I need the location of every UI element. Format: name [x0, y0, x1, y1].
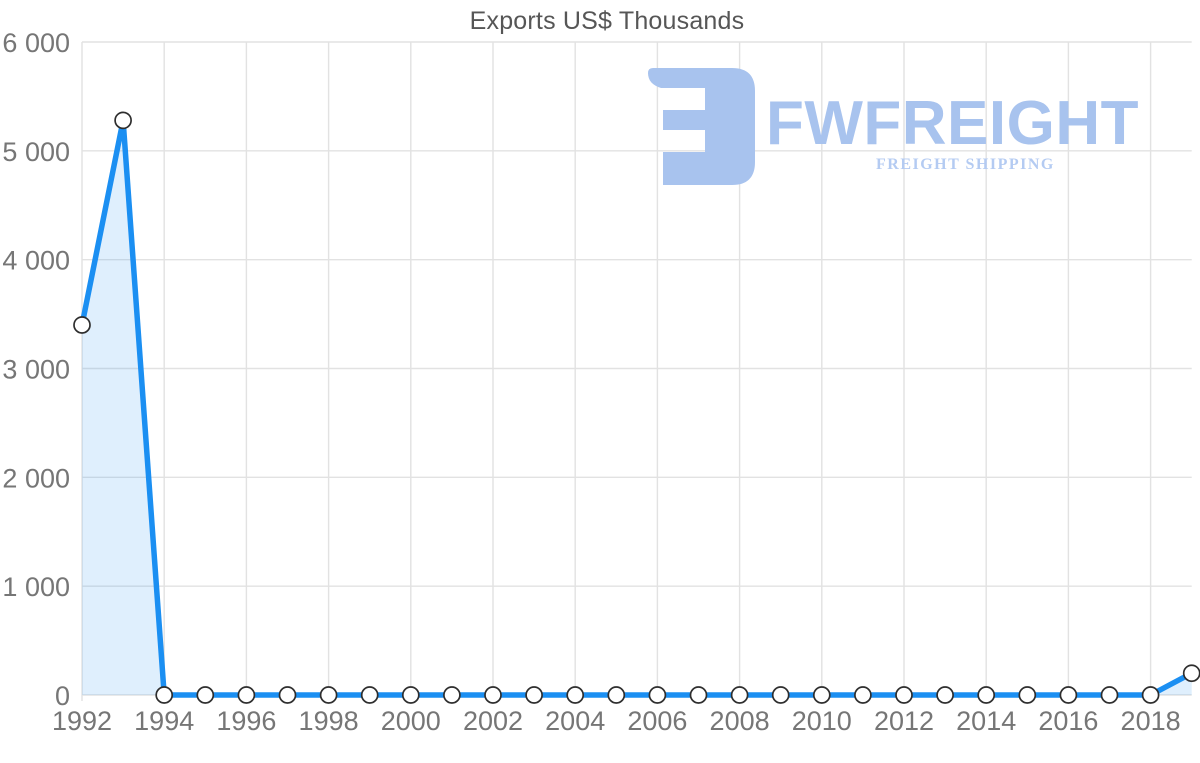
x-tick-label: 1996 [216, 706, 276, 736]
x-tick-label: 2004 [545, 706, 605, 736]
x-tick-label: 2006 [627, 706, 687, 736]
data-point-2003[interactable] [525, 686, 543, 704]
y-tick-label: 5 000 [2, 137, 70, 167]
x-tick-label: 1994 [134, 706, 194, 736]
data-point-2013[interactable] [936, 686, 954, 704]
data-point-2007[interactable] [689, 686, 708, 704]
data-point-1994[interactable] [155, 686, 174, 704]
data-point-2006[interactable] [648, 686, 667, 704]
x-tick-label: 1992 [52, 706, 112, 736]
data-point-2010[interactable] [812, 686, 831, 704]
data-point-1992[interactable] [73, 316, 91, 334]
y-tick-label: 3 000 [2, 355, 70, 385]
x-tick-label: 1998 [299, 706, 359, 736]
data-point-2019[interactable] [1182, 664, 1200, 683]
x-tick-label: 2002 [463, 706, 523, 736]
data-point-2015[interactable] [1018, 686, 1037, 704]
data-point-2005[interactable] [607, 686, 626, 704]
data-point-2016[interactable] [1059, 686, 1078, 704]
data-point-2004[interactable] [566, 686, 585, 704]
y-tick-label: 4 000 [2, 246, 70, 276]
data-point-1996[interactable] [237, 686, 256, 704]
data-point-2012[interactable] [895, 686, 913, 704]
y-tick-label: 0 [55, 681, 70, 711]
data-point-2001[interactable] [443, 686, 461, 704]
data-point-1999[interactable] [360, 686, 379, 704]
chart-title: Exports US$ Thousands [469, 7, 745, 35]
x-tick-label: 2000 [381, 706, 441, 736]
series-line [79, 117, 1195, 698]
x-tick-label: 2014 [956, 706, 1016, 736]
data-point-1995[interactable] [196, 686, 215, 704]
y-tick-label: 2 000 [2, 463, 70, 493]
y-tick-label: 6 000 [2, 28, 70, 58]
data-point-2002[interactable] [484, 686, 502, 704]
x-tick-label: 2008 [710, 706, 770, 736]
series-area-fill [82, 120, 1192, 695]
x-tick-label: 2012 [874, 706, 934, 736]
data-point-1993[interactable] [114, 111, 132, 130]
data-point-2011[interactable] [854, 686, 872, 704]
data-point-2017[interactable] [1100, 686, 1119, 704]
x-tick-label: 2010 [792, 706, 852, 736]
data-point-2008[interactable] [730, 686, 749, 704]
data-point-2018[interactable] [1141, 686, 1160, 704]
x-tick-label: 2018 [1121, 706, 1181, 736]
data-point-2009[interactable] [771, 686, 790, 704]
data-point-2014[interactable] [977, 686, 996, 704]
data-point-1997[interactable] [278, 686, 297, 704]
x-tick-label: 2016 [1038, 706, 1098, 736]
y-tick-label: 1 000 [2, 572, 70, 602]
data-point-1998[interactable] [319, 686, 338, 704]
data-point-2000[interactable] [401, 686, 420, 704]
